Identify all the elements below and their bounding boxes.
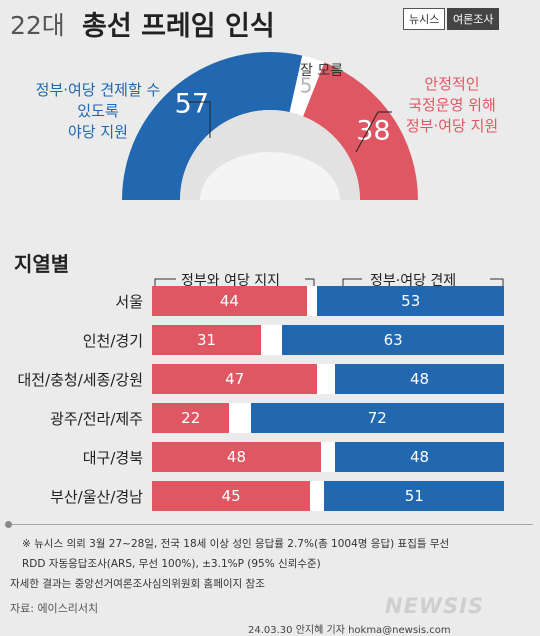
region-label: 인천/경기 (82, 332, 143, 350)
footer-divider (8, 524, 533, 525)
gauge-value-unknown: 5 (300, 73, 313, 97)
support-label-line1: 안정적인 (424, 75, 480, 93)
legend-check: 정부·여당 견제 (370, 273, 457, 289)
gauge-slice-unknown (289, 55, 325, 117)
footer-bullet (5, 521, 12, 528)
region-label: 서울 (115, 293, 143, 311)
footer-note-3: 자세한 결과는 중앙선거여론조사심의위원회 홈페이지 참조 (10, 578, 265, 590)
legend-brackets (154, 278, 504, 291)
check-bar: 48 (335, 364, 504, 394)
support-bar: 44 (152, 286, 307, 316)
region-bar-row: 44 53 (152, 286, 504, 316)
region-bar-row: 47 48 (152, 364, 504, 394)
source-text: 자료: 에이스리서치 (10, 602, 99, 615)
page-title: 총선 프레임 인식 (82, 11, 275, 42)
check-bar: 72 (250, 403, 504, 433)
check-bar: 51 (324, 481, 504, 511)
footer-note-2: RDD 자동응답조사(ARS, 무선 100%), ±3.1%P (95% 신뢰… (22, 558, 321, 570)
support-bar: 45 (152, 481, 311, 511)
publisher-badge: 뉴시스 (403, 8, 446, 30)
credit-text: 24.03.30 안지혜 기자 hokma@newsis.com (248, 625, 451, 636)
check-label-line1: 정부·여당 견제할 수 (35, 81, 161, 99)
region-label: 대전/충청/세종/강원 (17, 371, 143, 389)
unknown-label: 잘 모름 (300, 63, 344, 79)
support-leader-line (355, 111, 392, 153)
support-bar: 31 (152, 325, 262, 355)
check-bar: 48 (335, 442, 504, 472)
legend-support: 정부와 여당 지지 (181, 273, 281, 289)
newsis-logo: NEWSIS (385, 594, 485, 618)
region-section-title: 지열별 (14, 252, 70, 276)
check-label: 정부·여당 견제할 수 있도록 야당 지원 (8, 80, 188, 143)
gauge-slice-support (303, 62, 418, 200)
support-bar: 48 (152, 442, 321, 472)
region-bar-row: 48 48 (152, 442, 504, 472)
region-bar-row: 31 63 (152, 325, 504, 355)
check-leader-line (188, 101, 211, 138)
region-label: 부산/울산/경남 (50, 488, 143, 506)
region-bar-row: 45 51 (152, 481, 504, 511)
support-label-line3: 정부·여당 지원 (405, 117, 499, 135)
check-bar: 63 (282, 325, 504, 355)
check-bar: 53 (317, 286, 504, 316)
support-label: 안정적인 국정운영 위해 정부·여당 지원 (372, 74, 532, 137)
support-label-line2: 국정운영 위해 (408, 96, 496, 114)
support-bar: 47 (152, 364, 318, 394)
category-badge: 여론조사 (447, 8, 500, 30)
support-bar: 22 (152, 403, 230, 433)
check-label-line2: 있도록 (77, 102, 119, 120)
check-label-line3: 야당 지원 (68, 123, 128, 141)
region-label: 광주/전라/제주 (50, 410, 143, 428)
region-label: 대구/경북 (82, 449, 143, 467)
gauge-value-check: 57 (175, 88, 209, 119)
page-title-prefix: 22대 (10, 11, 65, 40)
gauge-slice-check (122, 52, 303, 200)
footer-note-1: ※ 뉴시스 의뢰 3월 27~28일, 전국 18세 이상 성인 응답률 2.7… (22, 538, 450, 550)
gauge-inner-highlight (200, 152, 340, 200)
region-bar-row: 22 72 (152, 403, 504, 433)
